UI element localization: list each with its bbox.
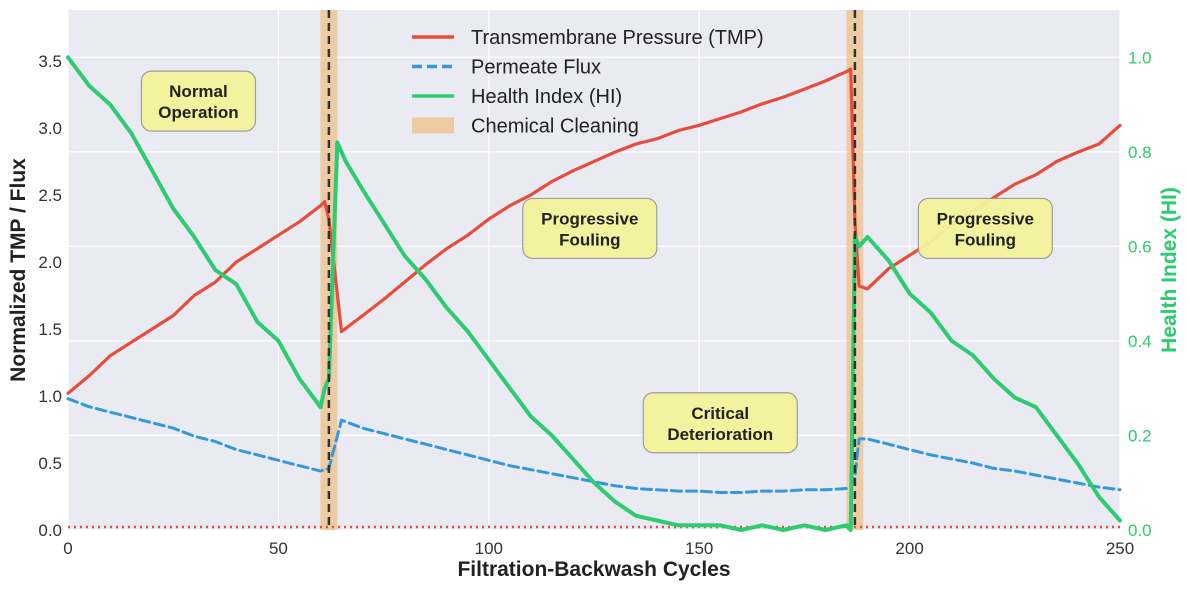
series-line-flux — [66, 397, 1122, 494]
y-right-tick-label: 0.8 — [1128, 143, 1152, 162]
legend-entry: Permeate Flux — [412, 57, 601, 79]
legend-label: Chemical Cleaning — [471, 116, 639, 138]
x-tick-label: 100 — [475, 539, 503, 558]
y-axis-right-label: Health Index (HI) — [1158, 187, 1181, 353]
y-right-tick-label: 0.6 — [1128, 237, 1152, 256]
legend-entry: Health Index (HI) — [412, 86, 622, 108]
x-axis-ticks: 0 50 100 150 200 250 — [63, 539, 1134, 558]
legend-label: Permeate Flux — [471, 57, 601, 79]
annotation-box: Progressive Fouling — [917, 197, 1053, 260]
annotation-text: Deterioration — [667, 425, 773, 444]
annotation-background — [140, 70, 257, 132]
x-tick-label: 250 — [1106, 539, 1134, 558]
y-left-tick-label: 0.5 — [38, 454, 62, 473]
y-right-tick-label: 0.2 — [1128, 426, 1152, 445]
annotation-box: Progressive Fouling — [522, 197, 658, 260]
annotation-background — [917, 197, 1053, 260]
annotation-text: Progressive — [937, 209, 1034, 228]
x-tick-label: 0 — [63, 539, 72, 558]
cleaning-event-lines — [327, 10, 857, 530]
y-left-tick-label: 2.5 — [38, 186, 62, 205]
annotation-text: Normal — [169, 82, 228, 101]
annotation-text: Fouling — [559, 230, 620, 249]
y-axis-right-ticks: 0.0 0.2 0.4 0.6 0.8 1.0 — [1128, 48, 1152, 540]
annotation-text: Critical — [691, 404, 749, 423]
legend-entry: Transmembrane Pressure (TMP) — [412, 27, 764, 49]
x-tick-label: 150 — [685, 539, 713, 558]
series-line-hi — [66, 55, 1122, 532]
y-left-tick-label: 0.0 — [38, 521, 62, 540]
y-left-tick-label: 2.0 — [38, 253, 62, 272]
y-right-tick-label: 1.0 — [1128, 48, 1152, 67]
y-axis-left-label: Normalized TMP / Flux — [7, 158, 30, 382]
annotations: Normal Operation Progressive Fouling Critica… — [140, 70, 1053, 454]
x-tick-label: 50 — [269, 539, 288, 558]
annotation-background — [522, 197, 658, 260]
annotation-box: Critical Deterioration — [642, 392, 798, 454]
x-tick-label: 200 — [895, 539, 923, 558]
legend-entry: Chemical Cleaning — [412, 116, 639, 138]
annotation-text: Fouling — [955, 230, 1016, 249]
y-left-tick-label: 1.5 — [38, 320, 62, 339]
annotation-background — [642, 392, 798, 454]
legend-label: Health Index (HI) — [471, 86, 622, 108]
y-left-tick-label: 3.0 — [38, 119, 62, 138]
y-right-tick-label: 0.4 — [1128, 332, 1152, 351]
legend-label: Transmembrane Pressure (TMP) — [471, 27, 764, 49]
y-right-tick-label: 0.0 — [1128, 521, 1152, 540]
y-left-tick-label: 3.5 — [38, 52, 62, 71]
x-axis-label: Filtration-Backwash Cycles — [457, 558, 730, 581]
annotation-text: Progressive — [541, 209, 638, 228]
annotation-text: Operation — [158, 103, 238, 122]
annotation-box: Normal Operation — [140, 70, 257, 132]
legend: Transmembrane Pressure (TMP) Permeate Flu… — [412, 27, 764, 138]
y-axis-left-ticks: 0.0 0.5 1.0 1.5 2.0 2.5 3.0 3.5 — [38, 52, 62, 540]
legend-swatch — [412, 117, 454, 134]
y-left-tick-label: 1.0 — [38, 387, 62, 406]
